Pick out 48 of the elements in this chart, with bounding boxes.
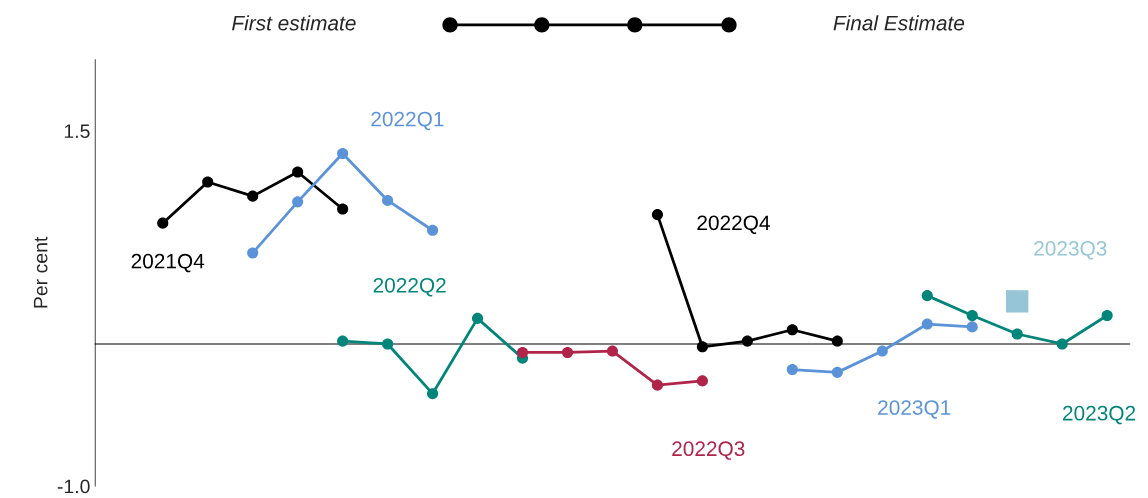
point: [247, 247, 259, 259]
text: Final Estimate: [833, 15, 965, 31]
point: [831, 366, 843, 378]
point: [202, 176, 214, 188]
y-axis-title: Per cent: [33, 236, 48, 308]
point: [337, 335, 349, 347]
point: [651, 209, 663, 221]
point: [516, 346, 529, 359]
y-tick-label: -1.0: [57, 479, 90, 494]
point: [292, 196, 304, 208]
point: [382, 194, 394, 206]
point: [427, 388, 439, 400]
series-label: 2021Q4: [131, 253, 205, 273]
point: [1011, 328, 1023, 340]
point: [337, 203, 349, 215]
series-label: 2022Q4: [697, 215, 770, 234]
point: [427, 224, 439, 236]
point: [786, 324, 798, 336]
point: [786, 363, 798, 376]
point: [337, 147, 349, 160]
point: [1101, 309, 1113, 322]
text: 2023Q1: [878, 400, 951, 419]
y-tick-label: 1.5: [64, 124, 90, 139]
point: [1006, 290, 1029, 313]
point: [157, 217, 169, 229]
point: [651, 379, 663, 391]
text: 2022Q3: [672, 441, 745, 460]
point: [382, 338, 394, 350]
series-label: 2023Q3: [1034, 241, 1107, 260]
point: [921, 318, 933, 330]
point: [921, 290, 933, 302]
point: [247, 190, 259, 202]
series-label: 2022Q2: [373, 277, 446, 297]
point: [696, 341, 708, 353]
point: [966, 321, 978, 333]
point: [471, 312, 484, 324]
text: 2023Q2: [1063, 405, 1136, 425]
point: [741, 335, 753, 347]
point: [1056, 338, 1068, 350]
point: [606, 345, 619, 357]
series-label: 2022Q1: [371, 111, 444, 131]
point: [966, 309, 978, 322]
point: [696, 375, 708, 387]
text: First estimate: [232, 15, 356, 31]
point: [561, 346, 574, 359]
point: [831, 335, 843, 347]
point: [292, 166, 304, 178]
point: [876, 345, 888, 357]
